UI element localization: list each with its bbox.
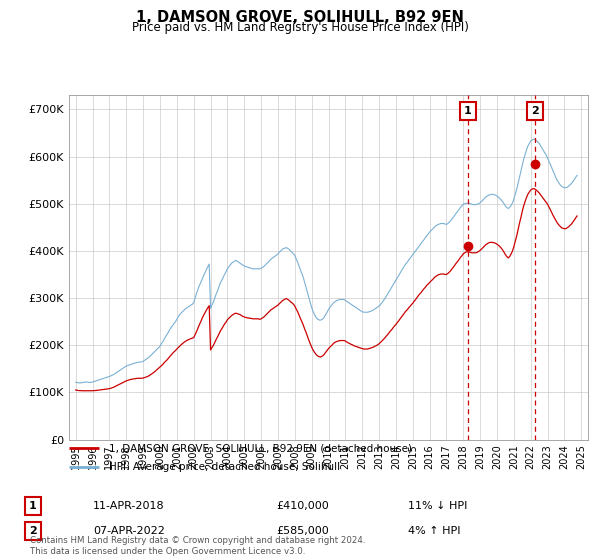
Text: 2: 2	[532, 106, 539, 116]
Text: 1, DAMSON GROVE, SOLIHULL, B92 9EN (detached house): 1, DAMSON GROVE, SOLIHULL, B92 9EN (deta…	[109, 443, 412, 453]
Text: 07-APR-2022: 07-APR-2022	[93, 526, 165, 536]
Text: 11-APR-2018: 11-APR-2018	[93, 501, 164, 511]
Text: 1, DAMSON GROVE, SOLIHULL, B92 9EN: 1, DAMSON GROVE, SOLIHULL, B92 9EN	[136, 10, 464, 25]
Text: 2: 2	[29, 526, 37, 536]
Text: £410,000: £410,000	[276, 501, 329, 511]
Text: HPI: Average price, detached house, Solihull: HPI: Average price, detached house, Soli…	[109, 463, 340, 473]
Text: £585,000: £585,000	[276, 526, 329, 536]
Text: 1: 1	[29, 501, 37, 511]
Text: Contains HM Land Registry data © Crown copyright and database right 2024.
This d: Contains HM Land Registry data © Crown c…	[30, 536, 365, 556]
Text: 11% ↓ HPI: 11% ↓ HPI	[408, 501, 467, 511]
Text: 4% ↑ HPI: 4% ↑ HPI	[408, 526, 461, 536]
Text: Price paid vs. HM Land Registry's House Price Index (HPI): Price paid vs. HM Land Registry's House …	[131, 21, 469, 34]
Text: 1: 1	[464, 106, 472, 116]
